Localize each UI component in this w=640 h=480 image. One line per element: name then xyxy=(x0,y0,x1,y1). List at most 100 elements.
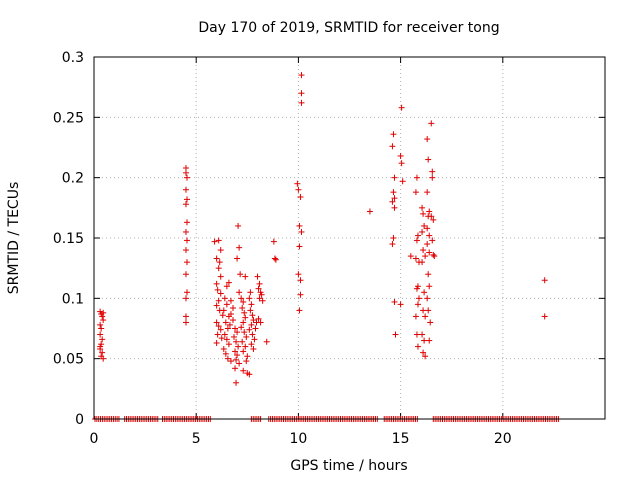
data-point xyxy=(182,186,189,193)
data-point xyxy=(424,136,431,143)
data-point xyxy=(225,341,232,348)
data-point xyxy=(215,237,222,244)
data-point xyxy=(257,319,264,326)
x-tick-label: 10 xyxy=(289,431,307,447)
data-point xyxy=(223,301,230,308)
data-point xyxy=(241,309,248,316)
data-point xyxy=(243,358,250,365)
data-point xyxy=(419,259,426,266)
data-point xyxy=(236,244,243,251)
data-point xyxy=(427,319,434,326)
data-point xyxy=(424,241,431,248)
data-point xyxy=(390,189,397,196)
data-point xyxy=(182,271,189,278)
data-point xyxy=(298,90,305,97)
data-point xyxy=(234,255,241,262)
data-point xyxy=(236,360,243,367)
data-point xyxy=(246,295,253,302)
data-point xyxy=(227,311,234,318)
data-point xyxy=(412,313,419,320)
data-point xyxy=(229,317,236,324)
data-point xyxy=(250,346,257,353)
axis-ticks: 0 5 10 15 20 0 0.05 0.1 0.15 0.2 0.25 0.3 xyxy=(53,50,605,447)
data-point xyxy=(182,169,189,176)
data-point xyxy=(541,277,548,284)
x-tick-label: 20 xyxy=(494,431,512,447)
data-point xyxy=(426,208,433,215)
data-point xyxy=(97,331,104,338)
data-point xyxy=(412,189,419,196)
data-point xyxy=(424,295,431,302)
data-point xyxy=(227,297,234,304)
data-point xyxy=(213,339,220,346)
data-point xyxy=(222,319,229,326)
data-point xyxy=(239,304,246,311)
data-point xyxy=(232,348,239,355)
data-point xyxy=(294,180,301,187)
data-point xyxy=(99,313,106,320)
data-point xyxy=(412,255,419,262)
data-point xyxy=(420,247,427,254)
data-point xyxy=(237,271,244,278)
data-point xyxy=(218,335,225,342)
data-point xyxy=(182,228,189,235)
data-point xyxy=(233,379,240,386)
data-point xyxy=(217,247,224,254)
data-point xyxy=(541,313,548,320)
data-point xyxy=(182,247,189,254)
data-point xyxy=(97,343,104,350)
data-point xyxy=(296,243,303,250)
data-point xyxy=(414,301,421,308)
data-point xyxy=(224,355,231,362)
data-point xyxy=(240,298,247,305)
data-point xyxy=(211,238,218,245)
y-tick-label: 0 xyxy=(75,412,84,428)
data-point xyxy=(227,358,234,365)
data-point xyxy=(420,210,427,217)
data-point xyxy=(184,259,191,266)
data-point xyxy=(184,196,191,203)
y-tick-label: 0.15 xyxy=(53,231,84,247)
data-point xyxy=(182,295,189,302)
data-point xyxy=(224,325,231,332)
data-point xyxy=(413,331,420,338)
data-point xyxy=(255,315,262,322)
data-point xyxy=(215,297,222,304)
data-point xyxy=(422,253,429,260)
data-point xyxy=(99,336,106,343)
data-point xyxy=(295,271,302,278)
data-point xyxy=(392,331,399,338)
data-point xyxy=(182,201,189,208)
plot-frame xyxy=(93,56,606,420)
data-point xyxy=(270,238,277,245)
data-point xyxy=(397,152,404,159)
data-point xyxy=(99,349,106,356)
grid xyxy=(94,57,605,419)
data-point xyxy=(419,204,426,211)
data-point xyxy=(213,255,220,262)
data-point xyxy=(248,321,255,328)
data-point xyxy=(231,333,238,340)
data-point xyxy=(214,331,221,338)
data-point xyxy=(97,321,104,328)
data-point xyxy=(255,285,262,292)
data-point xyxy=(249,312,256,319)
chart-title: Day 170 of 2019, SRMTID for receiver ton… xyxy=(198,20,499,36)
data-point xyxy=(241,329,248,336)
data-point xyxy=(242,343,249,350)
y-tick-label: 0.1 xyxy=(62,291,84,307)
data-point xyxy=(258,291,265,298)
data-point xyxy=(217,273,224,280)
data-point xyxy=(298,228,305,235)
data-point xyxy=(297,277,304,284)
data-point xyxy=(428,213,435,220)
y-tick-label: 0.2 xyxy=(62,171,84,187)
data-point xyxy=(223,336,230,343)
data-point xyxy=(407,253,414,260)
data-point xyxy=(259,297,266,304)
data-point xyxy=(424,189,431,196)
data-point xyxy=(240,348,247,355)
data-point xyxy=(425,307,432,314)
data-point xyxy=(421,337,428,344)
data-point xyxy=(184,219,191,226)
